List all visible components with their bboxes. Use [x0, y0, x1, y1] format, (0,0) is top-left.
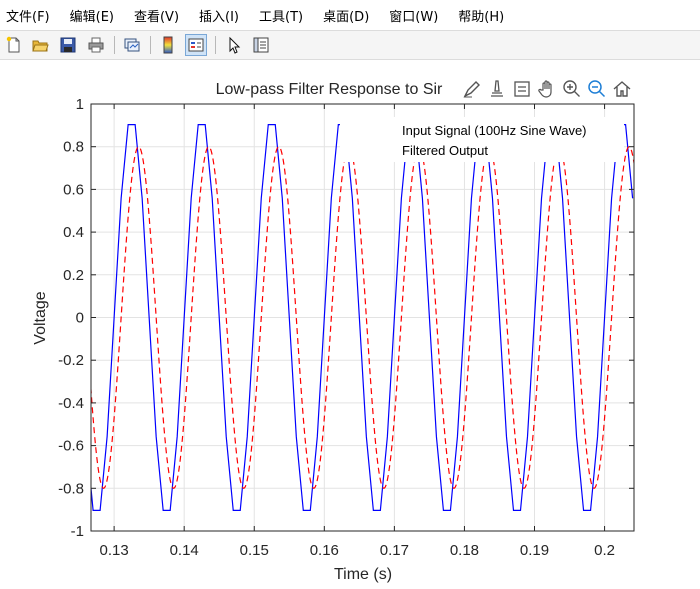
export-icon[interactable] [509, 76, 534, 101]
x-tick-label: 0.18 [450, 542, 479, 559]
pan-icon[interactable] [534, 76, 559, 101]
y-tick-label: 0.2 [63, 267, 84, 284]
print-icon[interactable] [85, 34, 107, 56]
legend-entry-input: Input Signal (100Hz Sine Wave) [402, 123, 587, 138]
grid-lines [91, 103, 634, 532]
legend[interactable]: Input Signal (100Hz Sine Wave) Filtered … [340, 117, 624, 162]
x-axis-label: Time (s) [334, 566, 392, 583]
insert-legend-icon[interactable] [185, 34, 207, 56]
x-tick-label: 0.19 [520, 542, 549, 559]
y-tick-label: 0.4 [63, 224, 84, 241]
insert-colorbar-icon[interactable] [157, 34, 179, 56]
y-tick-label: -1 [71, 523, 84, 540]
link-plot-icon[interactable] [121, 34, 143, 56]
figure-toolbar [0, 30, 700, 60]
tick-layer: 0.13 0.14 0.15 0.16 0.17 0.18 0.19 0.2 -1 -0.8 -0.… [58, 96, 634, 559]
figure-window: 0.13 0.14 0.15 0.16 0.17 0.18 0.19 0.2 -1 -0.8 -0.… [0, 60, 700, 589]
y-tick-label: -0.8 [58, 480, 84, 497]
toolbar-separator [215, 36, 216, 54]
y-axis-label: Voltage [32, 291, 49, 344]
property-inspector-icon[interactable] [250, 34, 272, 56]
menu-file[interactable]: 文件(F) [6, 9, 50, 25]
y-tick-label: -0.4 [58, 395, 84, 412]
menu-window[interactable]: 窗口(W) [389, 9, 439, 25]
toolbar-separator [114, 36, 115, 54]
series-line-input [91, 124, 634, 511]
open-file-icon[interactable] [29, 34, 51, 56]
menu-view[interactable]: 查看(V) [133, 9, 180, 25]
x-tick-label: 0.16 [310, 542, 339, 559]
menu-help[interactable]: 帮助(H) [458, 9, 505, 25]
save-icon[interactable] [57, 34, 79, 56]
menu-desktop[interactable]: 桌面(D) [323, 9, 370, 25]
legend-box [340, 117, 624, 162]
brush-icon[interactable] [459, 76, 484, 101]
home-icon[interactable] [609, 76, 634, 101]
menu-tools[interactable]: 工具(T) [259, 9, 304, 25]
edit-plot-icon[interactable] [223, 34, 245, 56]
y-tick-label: -0.6 [58, 438, 84, 455]
y-tick-label: 0 [76, 310, 84, 327]
x-tick-label: 0.13 [100, 542, 129, 559]
y-tick-label: 0.8 [63, 139, 84, 156]
menu-insert[interactable]: 插入(I) [199, 9, 240, 25]
x-tick-label: 0.15 [240, 542, 269, 559]
y-tick-label: -0.2 [58, 352, 84, 369]
legend-entry-output: Filtered Output [402, 143, 488, 158]
x-tick-label: 0.17 [380, 542, 409, 559]
y-tick-label: 0.6 [63, 181, 84, 198]
data-tips-icon[interactable] [484, 76, 509, 101]
x-tick-label: 0.2 [594, 542, 615, 559]
axes-box [90, 103, 635, 532]
chart-title: Low-pass Filter Response to Sir [216, 81, 443, 98]
series-line-output [91, 146, 634, 489]
series-layer [91, 124, 634, 511]
x-tick-label: 0.14 [170, 542, 199, 559]
menu-edit[interactable]: 编辑(E) [69, 9, 114, 25]
y-tick-label: 1 [76, 96, 84, 113]
new-figure-icon[interactable] [3, 34, 25, 56]
toolbar-separator [150, 36, 151, 54]
axes-toolbar [459, 76, 634, 101]
zoom-out-icon[interactable] [584, 76, 609, 101]
line-chart[interactable]: 0.13 0.14 0.15 0.16 0.17 0.18 0.19 0.2 -1 -0.8 -0.… [0, 60, 700, 589]
menu-bar: 文件(F) 编辑(E) 查看(V) 插入(I) 工具(T) 桌面(D) 窗口(W… [0, 0, 700, 30]
zoom-in-icon[interactable] [559, 76, 584, 101]
